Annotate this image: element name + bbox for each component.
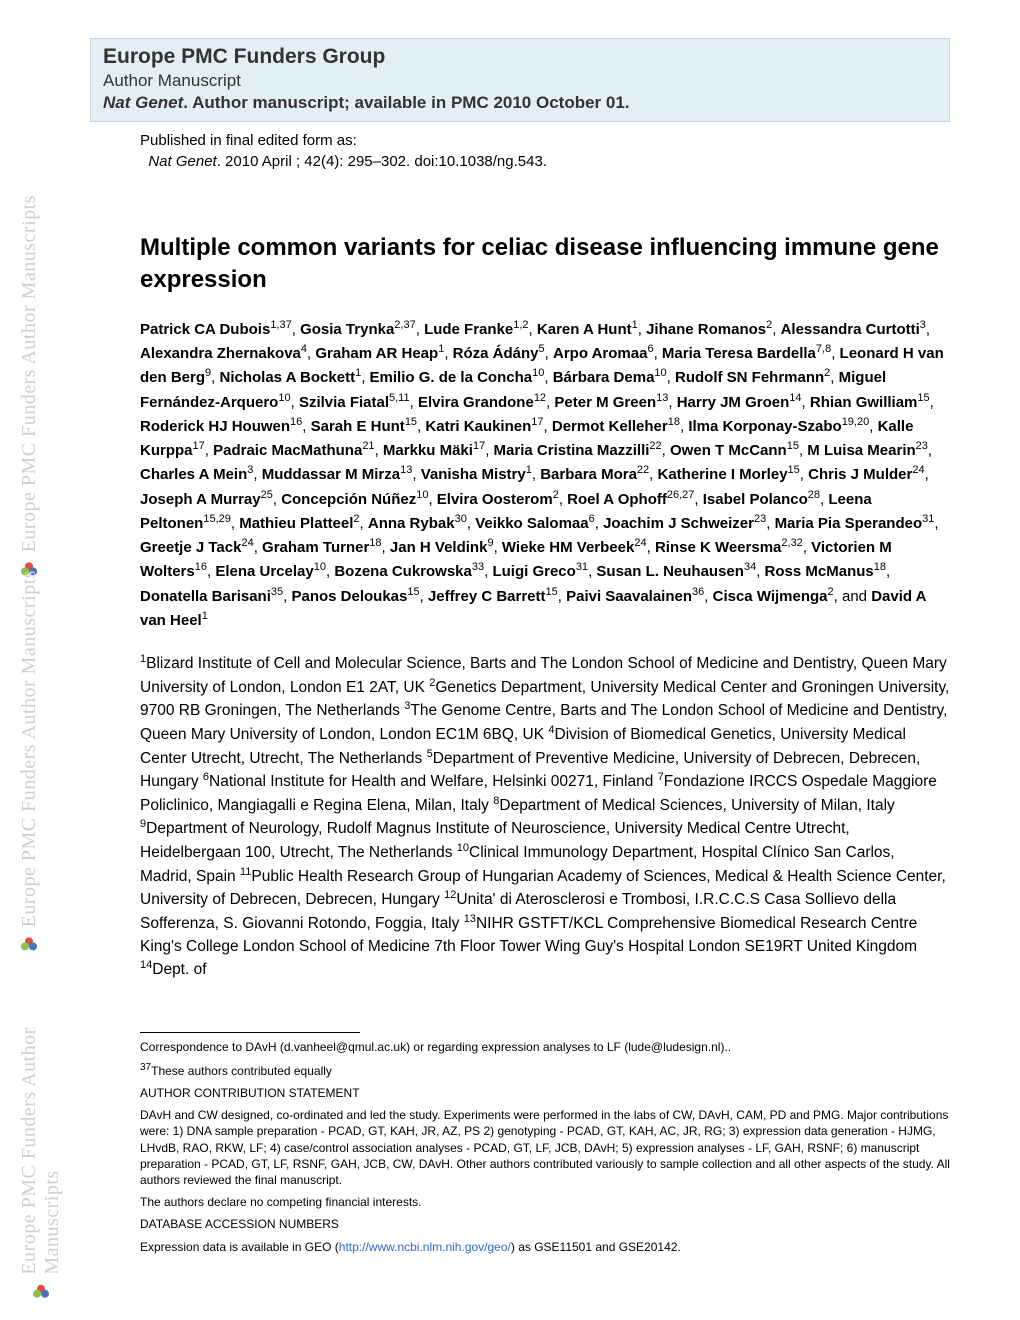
manuscript-page: Europe PMC Funders Author Manuscripts Eu…: [0, 0, 1020, 1301]
journal-availability: Nat Genet. Author manuscript; available …: [103, 93, 937, 113]
footnote-divider: [140, 1032, 360, 1033]
competing-interests: The authors declare no competing financi…: [140, 1194, 950, 1210]
author-contribution-body: DAvH and CW designed, co-ordinated and l…: [140, 1107, 950, 1188]
watermark-icon: [32, 1283, 50, 1301]
article-title: Multiple common variants for celiac dise…: [140, 232, 950, 297]
watermark-text: Europe PMC Funders Author Manuscripts: [18, 195, 41, 552]
pub-citation: Nat Genet. 2010 April ; 42(4): 295–302. …: [140, 151, 950, 172]
equal-text: These authors contributed equally: [151, 1064, 332, 1078]
db-suffix: ) as GSE11501 and GSE20142.: [511, 1240, 681, 1254]
funder-group-name: Europe PMC Funders Group: [103, 45, 937, 69]
geo-link[interactable]: http://www.ncbi.nlm.nih.gov/geo/: [339, 1240, 511, 1254]
funder-header: Europe PMC Funders Group Author Manuscri…: [90, 38, 950, 122]
watermark-3: Europe PMC Funders Author Manuscripts: [18, 945, 64, 1301]
pub-journal: Nat Genet: [148, 153, 216, 170]
availability-text: . Author manuscript; available in PMC 20…: [183, 93, 629, 112]
watermark-text: Europe PMC Funders Author Manuscripts: [18, 945, 64, 1275]
database-accession-heading: DATABASE ACCESSION NUMBERS: [140, 1216, 950, 1232]
publication-info: Published in final edited form as: Nat G…: [140, 130, 950, 172]
author-contribution-heading: AUTHOR CONTRIBUTION STATEMENT: [140, 1085, 950, 1101]
correspondence-note: Correspondence to DAvH (d.vanheel@qmul.a…: [140, 1039, 950, 1055]
equal-contribution-note: 37These authors contributed equally: [140, 1061, 950, 1079]
author-list: Patrick CA Dubois1,37, Gosia Trynka2,37,…: [140, 317, 950, 632]
pub-form-line: Published in final edited form as:: [140, 130, 950, 151]
database-accession-body: Expression data is available in GEO (htt…: [140, 1239, 950, 1255]
pub-citation-text: . 2010 April ; 42(4): 295–302. doi:10.10…: [217, 153, 547, 170]
journal-name: Nat Genet: [103, 93, 183, 112]
watermark-1: Europe PMC Funders Author Manuscripts: [18, 195, 41, 578]
author-manuscript-label: Author Manuscript: [103, 71, 937, 91]
affiliation-list: 1Blizard Institute of Cell and Molecular…: [140, 652, 950, 982]
equal-sup: 37: [140, 1062, 151, 1073]
watermark-2: Europe PMC Funders Author Manuscripts: [18, 570, 41, 953]
db-prefix: Expression data is available in GEO (: [140, 1240, 339, 1254]
footnote-section: Correspondence to DAvH (d.vanheel@qmul.a…: [140, 1039, 950, 1255]
watermark-text: Europe PMC Funders Author Manuscripts: [18, 570, 41, 927]
